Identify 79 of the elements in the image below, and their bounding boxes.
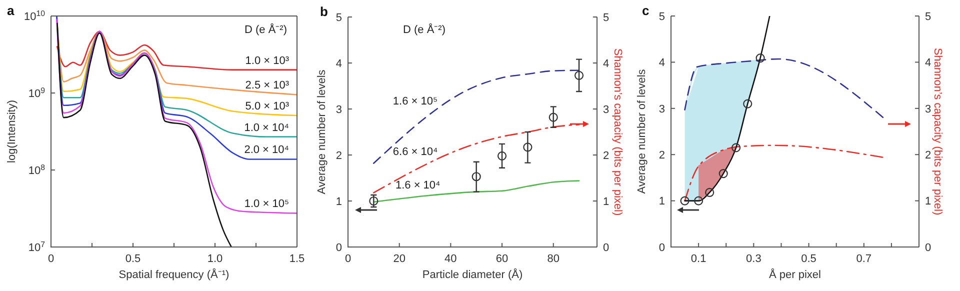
y2-tick-label: 1 — [603, 196, 610, 208]
point — [497, 151, 507, 160]
x-tick-label: 0.5 — [801, 253, 816, 265]
line-series — [373, 124, 580, 194]
x-axis-title: Å per pixel — [769, 268, 821, 281]
point — [705, 188, 714, 198]
y-axis-title: log(Intensity) — [6, 100, 18, 163]
x-tick-label: 0.1 — [690, 253, 706, 265]
series-label: 5.0 × 10³ — [245, 100, 290, 113]
y2-tick-label: 1 — [925, 196, 932, 208]
y-tick-label: 1 — [658, 196, 665, 208]
chart-title: a — [7, 3, 15, 18]
line-series — [56, 22, 232, 247]
y-tick-label: 10$^{9}$ — [28, 85, 46, 100]
y2-tick-label: 3 — [925, 103, 932, 116]
y2-axis-title: Shannon’s capacity (bits per pixel) — [611, 48, 624, 216]
series-label: 1.0 × 10³ — [245, 54, 290, 67]
chart-title: c — [642, 3, 650, 18]
series-label: 1.6 × 10⁴ — [395, 180, 441, 192]
y-tick-label: 4 — [658, 57, 665, 70]
y-tick-label: 5 — [658, 10, 665, 23]
y-tick-label: 2 — [336, 150, 342, 162]
legend-title: D (e Å⁻²) — [244, 23, 287, 36]
point — [694, 196, 704, 206]
y2-tick-label: 4 — [925, 57, 932, 70]
y-tick-label: 3 — [336, 104, 342, 116]
series-label: 1.6 × 10⁵ — [392, 95, 438, 108]
point — [680, 196, 690, 206]
y2-tick-label: 5 — [603, 12, 610, 24]
point — [756, 53, 765, 63]
point — [472, 172, 481, 182]
series-label: 6.6 × 10⁴ — [392, 146, 438, 158]
y-tick-label: 10$^{7}$ — [28, 239, 45, 254]
series-label: 1.0 × 10⁴ — [244, 122, 290, 134]
x-tick-label: 1.0 — [207, 253, 223, 265]
x-tick-label: 60 — [496, 253, 508, 265]
x-tick-label: 40 — [444, 253, 457, 265]
point — [718, 168, 728, 178]
y-tick-label: 4 — [336, 58, 342, 70]
point — [574, 70, 584, 80]
series-label: 1.0 × 10⁵ — [244, 198, 289, 210]
y2-tick-label: 5 — [925, 10, 932, 23]
y-tick-label: 0 — [658, 242, 665, 254]
y2-tick-label: 2 — [925, 149, 932, 162]
y2-tick-label: 0 — [925, 242, 932, 254]
x-tick-label: 0.5 — [125, 253, 141, 265]
y2-tick-label: 2 — [603, 150, 610, 162]
y2-axis-title: Shannon’s capacity (bits per pixel) — [931, 48, 944, 216]
series-label: 2.0 × 10⁴ — [244, 144, 290, 156]
point — [369, 196, 378, 206]
x-tick-label: 80 — [547, 253, 560, 265]
series-label: 2.5 × 10³ — [245, 80, 290, 92]
x-tick-label: 20 — [393, 253, 406, 265]
x-tick-label: 0 — [48, 253, 54, 265]
y-tick-label: 10$^{10}$ — [24, 8, 46, 23]
point — [743, 99, 752, 108]
y2-tick-label: 3 — [603, 104, 610, 116]
point — [731, 143, 741, 152]
y-tick-label: 0 — [336, 242, 342, 254]
y2-tick-label: 0 — [603, 242, 610, 254]
x-tick-label: 0 — [344, 253, 352, 265]
y-tick-label: 5 — [336, 12, 342, 24]
x-tick-label: 0.3 — [746, 253, 762, 265]
y2-tick-label: 4 — [603, 58, 610, 70]
x-tick-label: 1.5 — [289, 253, 305, 265]
y-tick-label: 10$^{8}$ — [28, 162, 46, 177]
y-tick-label: 1 — [336, 196, 342, 208]
x-axis-title: Spatial frequency (Å⁻¹) — [118, 268, 230, 281]
chart-title: b — [320, 4, 328, 19]
x-tick-label: 0.7 — [856, 253, 872, 265]
point — [523, 142, 532, 152]
y-tick-label: 3 — [658, 103, 665, 116]
x-axis-title: Particle diameter (Å) — [422, 268, 523, 281]
legend-title: D (e Å⁻²) — [403, 23, 446, 36]
y-axis-title: Average number of levels — [316, 69, 328, 194]
line-series — [56, 18, 297, 214]
y-tick-label: 2 — [658, 149, 665, 162]
point — [548, 112, 558, 122]
y-axis-title: Average number of levels — [636, 68, 648, 194]
